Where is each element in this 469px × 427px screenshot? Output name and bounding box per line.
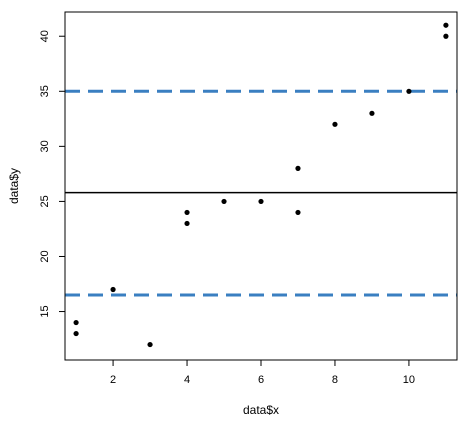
data-point xyxy=(369,110,375,116)
y-tick-label: 20 xyxy=(39,250,51,262)
y-tick-label: 25 xyxy=(39,195,51,207)
x-tick-label: 10 xyxy=(403,374,415,386)
x-tick-label: 8 xyxy=(332,374,338,386)
data-point xyxy=(332,121,338,127)
x-tick-label: 6 xyxy=(258,374,264,386)
data-point xyxy=(295,165,301,171)
data-point xyxy=(73,330,79,337)
y-tick-label: 35 xyxy=(39,85,51,97)
y-axis: 15 20 25 30 35 40 xyxy=(39,30,65,318)
data-point xyxy=(443,33,449,39)
x-tick-label: 2 xyxy=(110,374,116,386)
x-axis-label: data$x xyxy=(243,403,279,417)
data-point xyxy=(147,341,153,348)
data-point xyxy=(110,286,116,293)
data-point xyxy=(184,209,190,216)
data-point xyxy=(406,88,412,94)
y-tick-label: 15 xyxy=(39,305,51,317)
data-point xyxy=(73,319,79,326)
y-axis-label: data$y xyxy=(7,168,21,204)
plot-marks xyxy=(65,22,457,348)
y-tick-label: 40 xyxy=(39,30,51,42)
plot-frame xyxy=(64,11,458,361)
data-point xyxy=(258,198,264,205)
data-point xyxy=(443,22,449,28)
y-tick-label: 30 xyxy=(39,140,51,152)
x-tick-label: 4 xyxy=(184,374,190,386)
data-point xyxy=(221,198,227,205)
x-axis: 2 4 6 8 10 xyxy=(110,360,415,386)
data-point xyxy=(295,209,301,216)
data-point xyxy=(184,220,190,227)
